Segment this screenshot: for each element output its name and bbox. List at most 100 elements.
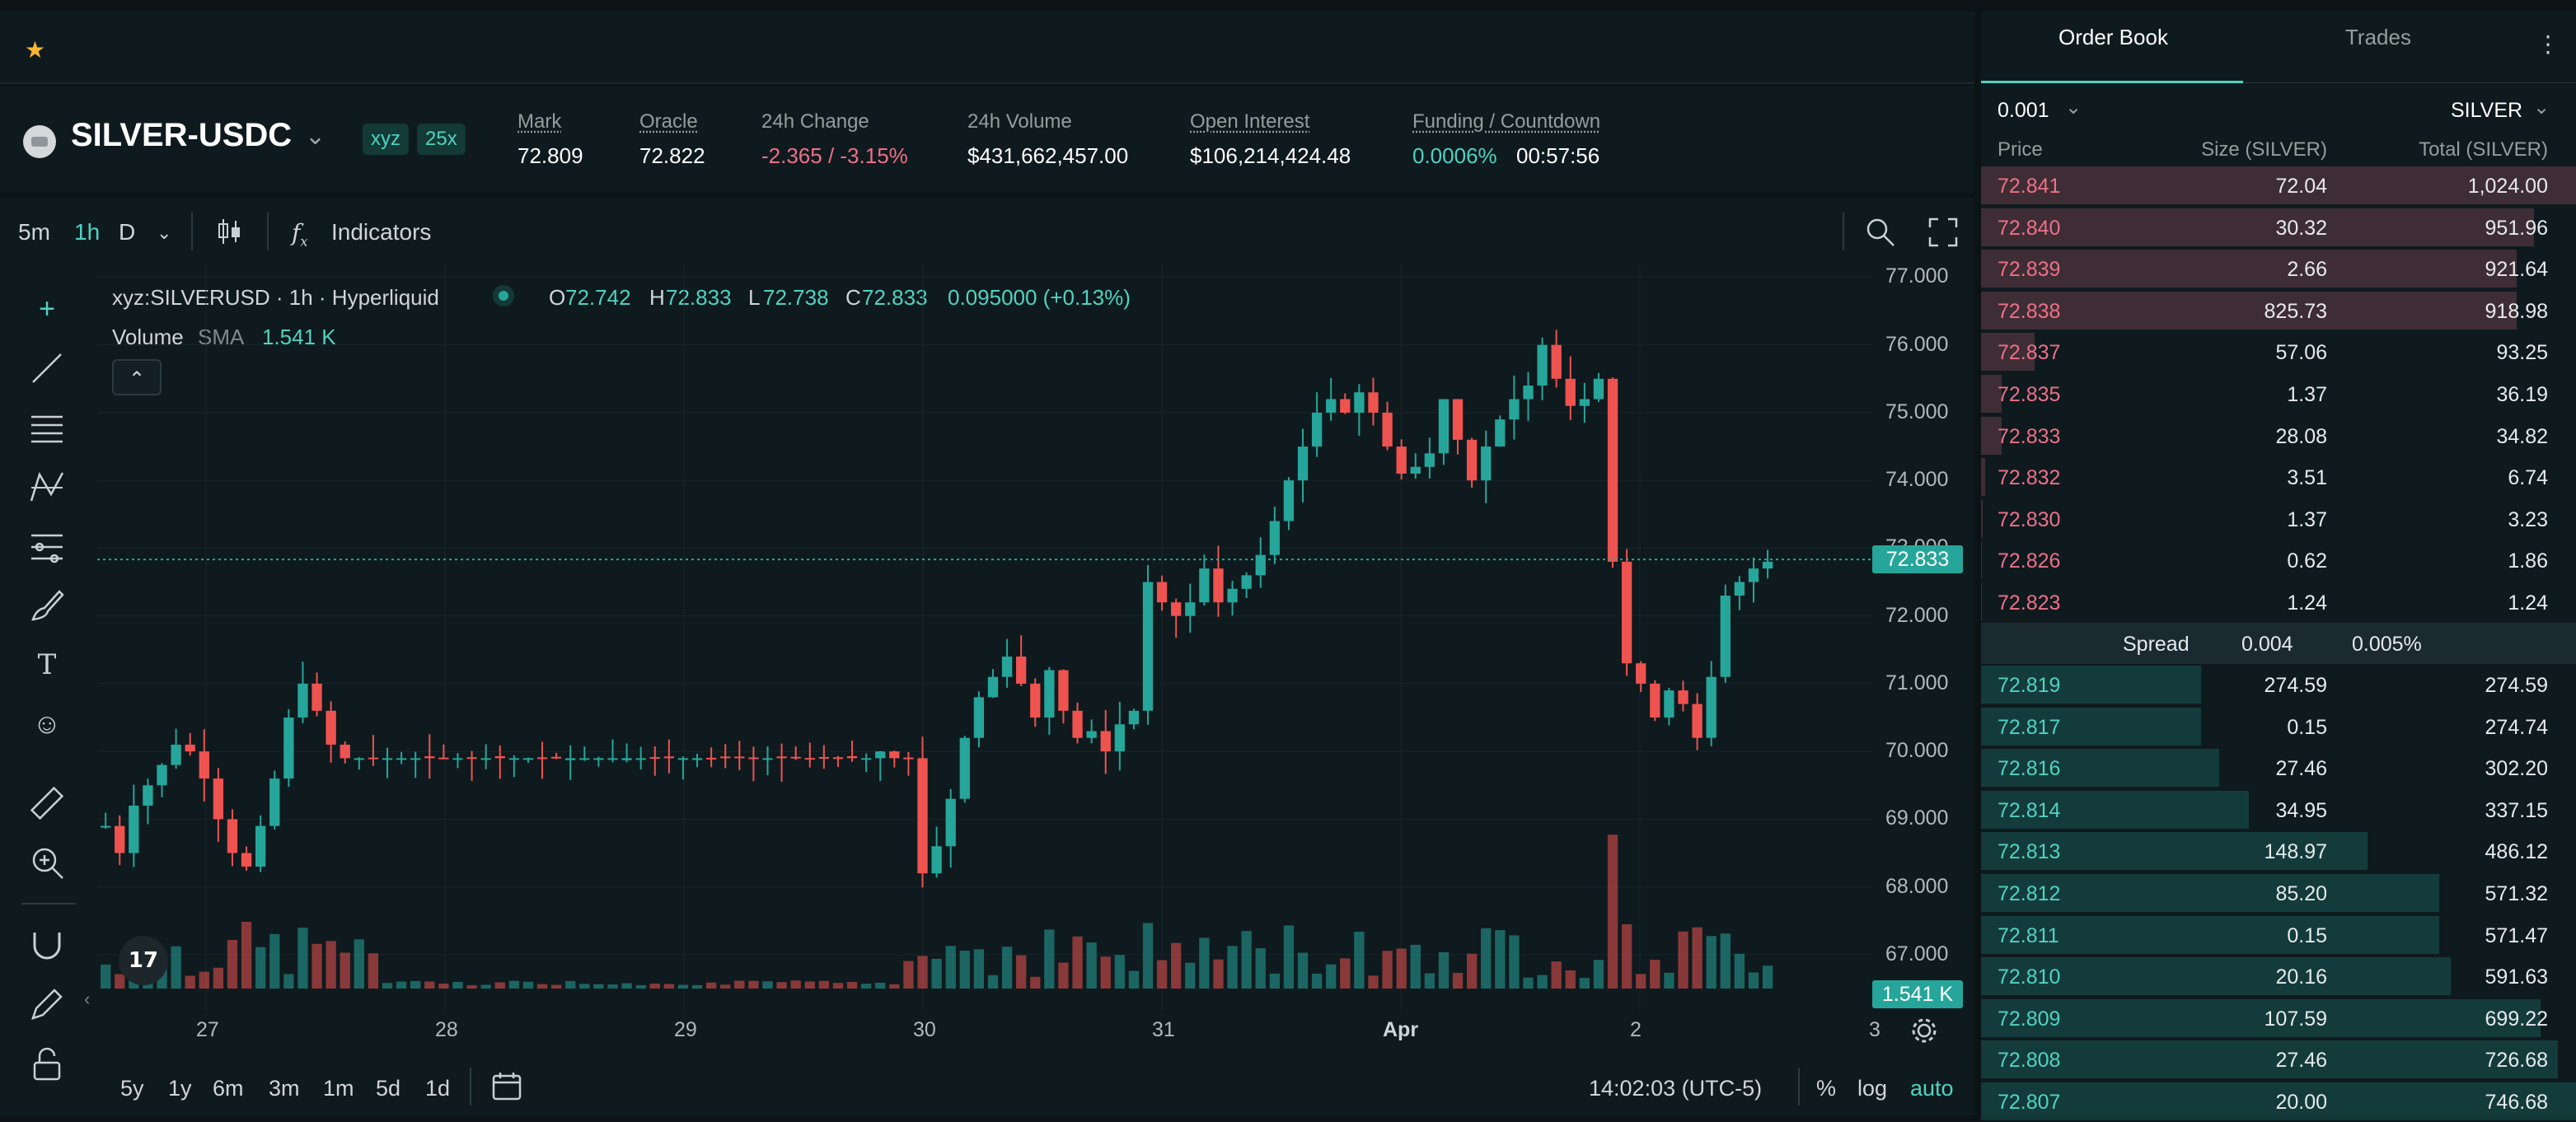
- timeframe-d[interactable]: D: [119, 219, 136, 245]
- timeframe-1h[interactable]: 1h: [74, 219, 101, 245]
- candle: [1072, 702, 1083, 744]
- ask-row[interactable]: 72.838 825.73 918.98: [1981, 290, 2576, 331]
- ask-row[interactable]: 72.823 1.24 1.24: [1981, 582, 2576, 623]
- bid-row[interactable]: 72.810 20.16 591.63: [1981, 956, 2576, 997]
- indicators-button[interactable]: Indicators: [331, 219, 432, 245]
- ask-depth-bar: [1981, 458, 1986, 497]
- candle: [171, 728, 181, 769]
- pair-selector[interactable]: SILVER-USDC: [71, 117, 293, 153]
- bid-row[interactable]: 72.807 20.00 746.68: [1981, 1081, 2576, 1122]
- more-options-icon[interactable]: ⋮: [2536, 31, 2560, 57]
- chart-clock[interactable]: 14:02:03 (UTC-5): [1589, 1076, 1763, 1101]
- ask-row[interactable]: 72.837 57.06 93.25: [1981, 331, 2576, 372]
- candle: [1269, 506, 1280, 564]
- ask-row[interactable]: 72.841 72.04 1,024.00: [1981, 165, 2576, 206]
- ask-row[interactable]: 72.833 28.08 34.82: [1981, 415, 2576, 456]
- ask-price: 72.837: [1998, 341, 2061, 365]
- pattern-icon[interactable]: [28, 468, 66, 506]
- candle-body: [508, 758, 519, 760]
- collapse-toolbar-icon[interactable]: ‹: [84, 989, 91, 1009]
- crosshair-icon[interactable]: +: [39, 293, 55, 325]
- bid-row[interactable]: 72.814 34.95 337.15: [1981, 789, 2576, 830]
- price-tick: 77.000: [1885, 264, 1949, 288]
- ask-size: 2.66: [2287, 258, 2327, 282]
- text-tool-icon[interactable]: T: [37, 648, 57, 681]
- fx-icon[interactable]: fx: [292, 219, 308, 250]
- tab-trades[interactable]: Trades: [2345, 25, 2411, 49]
- unit-chevron-icon[interactable]: ⌄: [2533, 96, 2550, 119]
- ask-row[interactable]: 72.826 0.62 1.86: [1981, 540, 2576, 581]
- volume-bar: [1734, 953, 1745, 989]
- unit-select[interactable]: SILVER: [2451, 99, 2523, 122]
- favorite-star-icon[interactable]: ★: [25, 37, 46, 63]
- range-5y[interactable]: 5y: [120, 1076, 144, 1101]
- bid-row[interactable]: 72.813 148.97 486.12: [1981, 830, 2576, 872]
- timeframe-chevron-down-icon[interactable]: ⌄: [157, 222, 172, 243]
- range-1d[interactable]: 1d: [425, 1076, 451, 1101]
- lock-drawing-icon[interactable]: [28, 985, 66, 1023]
- candle-body: [494, 755, 505, 759]
- tab-divider: [2243, 82, 2576, 83]
- candle-body: [1452, 399, 1464, 440]
- bid-row[interactable]: 72.817 0.15 274.74: [1981, 706, 2576, 747]
- fullscreen-icon[interactable]: [1928, 217, 1958, 247]
- horizontal-lines-icon[interactable]: [28, 409, 66, 446]
- bid-row[interactable]: 72.811 0.15 571.47: [1981, 914, 2576, 956]
- bid-row[interactable]: 72.819 274.59 274.59: [1981, 664, 2576, 705]
- prediction-icon[interactable]: [28, 527, 66, 565]
- volume-bar: [1227, 946, 1238, 989]
- magnet-icon[interactable]: [28, 926, 66, 964]
- tick-size-chevron-icon[interactable]: ⌄: [2065, 96, 2082, 119]
- col-price: Price: [1998, 138, 2043, 161]
- range-1y[interactable]: 1y: [168, 1076, 192, 1101]
- tradingview-logo-icon[interactable]: 17: [119, 936, 168, 985]
- volume-bar: [1509, 935, 1520, 989]
- range-3m[interactable]: 3m: [269, 1076, 300, 1101]
- chevron-down-icon[interactable]: ⌄: [305, 123, 326, 150]
- log-scale-toggle[interactable]: log: [1857, 1076, 1888, 1101]
- percent-scale-toggle[interactable]: %: [1816, 1076, 1837, 1101]
- date-range-calendar-icon[interactable]: [491, 1071, 524, 1102]
- bid-row[interactable]: 72.809 107.59 699.22: [1981, 998, 2576, 1039]
- ohlc-close: 72.833: [862, 285, 928, 310]
- ask-depth-bar: [1981, 541, 1983, 580]
- bid-row[interactable]: 72.816 27.46 302.20: [1981, 747, 2576, 788]
- auto-scale-toggle[interactable]: auto: [1910, 1076, 1954, 1101]
- axis-settings-gear-icon[interactable]: [1910, 1017, 1938, 1045]
- candle: [776, 743, 787, 782]
- candle: [889, 750, 900, 768]
- bid-row[interactable]: 72.812 85.20 571.32: [1981, 872, 2576, 914]
- range-6m[interactable]: 6m: [213, 1076, 244, 1101]
- timeframe-5m[interactable]: 5m: [18, 219, 50, 245]
- bid-row[interactable]: 72.808 27.46 726.68: [1981, 1039, 2576, 1080]
- volume-bar: [1326, 964, 1337, 989]
- candle-type-icon[interactable]: [216, 217, 242, 245]
- candle: [621, 743, 632, 763]
- candle: [438, 744, 449, 760]
- zoom-in-icon[interactable]: [28, 844, 66, 881]
- tick-size-select[interactable]: 0.001: [1998, 99, 2049, 122]
- ask-row[interactable]: 72.832 3.51 6.74: [1981, 456, 2576, 498]
- unlock-icon[interactable]: [28, 1045, 66, 1082]
- emoji-icon[interactable]: ☺: [32, 708, 62, 740]
- range-5d[interactable]: 5d: [376, 1076, 401, 1101]
- candle-body: [269, 778, 280, 826]
- brush-icon[interactable]: [28, 587, 66, 624]
- candle: [1621, 549, 1632, 676]
- tab-order-book[interactable]: Order Book: [2058, 25, 2168, 49]
- ask-row[interactable]: 72.839 2.66 921.64: [1981, 248, 2576, 289]
- ask-row[interactable]: 72.840 30.32 951.96: [1981, 207, 2576, 248]
- collapse-legend-button[interactable]: ⌃: [112, 359, 162, 395]
- trend-line-icon[interactable]: [28, 349, 66, 387]
- volume-bar: [1354, 931, 1365, 989]
- price-chart[interactable]: [97, 264, 1872, 1010]
- ask-depth-bar: [1981, 208, 2535, 246]
- ask-size: 1.24: [2287, 591, 2327, 615]
- ask-row[interactable]: 72.830 1.37 3.23: [1981, 498, 2576, 540]
- search-zoom-icon[interactable]: [1864, 216, 1897, 249]
- range-1m[interactable]: 1m: [323, 1076, 354, 1101]
- ruler-icon[interactable]: [28, 784, 66, 822]
- candle-body: [101, 825, 111, 828]
- ask-row[interactable]: 72.835 1.37 36.19: [1981, 373, 2576, 414]
- candle-body: [1241, 575, 1252, 589]
